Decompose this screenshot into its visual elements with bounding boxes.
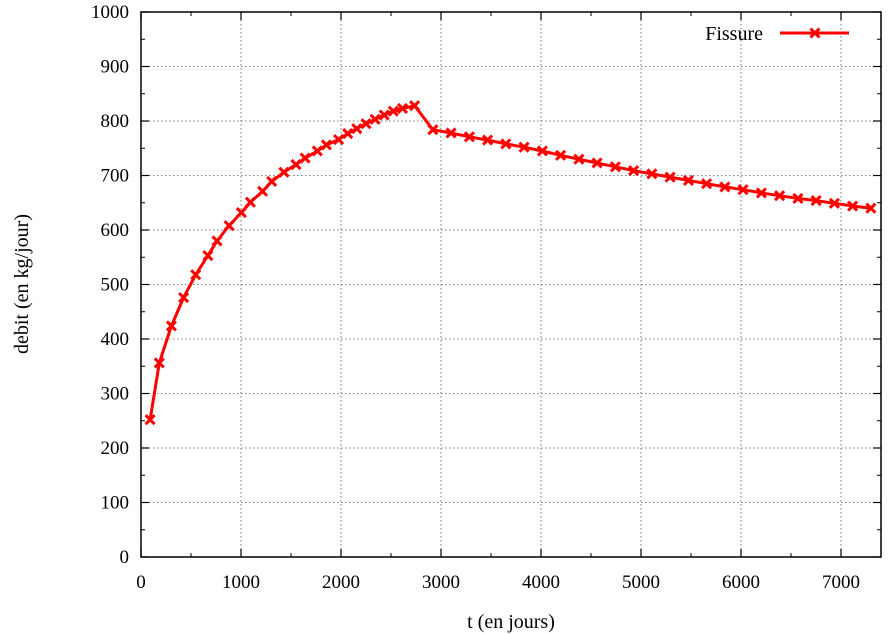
data-point bbox=[278, 166, 290, 178]
data-point bbox=[311, 145, 323, 157]
data-point bbox=[396, 102, 409, 115]
data-point bbox=[828, 197, 840, 209]
y-tick-label: 300 bbox=[101, 384, 130, 405]
series-line bbox=[148, 104, 872, 420]
grid bbox=[141, 12, 881, 557]
data-point bbox=[211, 235, 223, 247]
data-point bbox=[682, 174, 694, 186]
data-point bbox=[387, 105, 399, 117]
data-point bbox=[266, 175, 278, 188]
y-tick-label: 400 bbox=[101, 329, 130, 350]
data-point bbox=[628, 165, 640, 177]
data-point bbox=[445, 127, 457, 139]
y-tick-label: 600 bbox=[101, 220, 130, 241]
data-point bbox=[573, 153, 585, 165]
y-tick-label: 1000 bbox=[91, 2, 129, 23]
data-point bbox=[664, 171, 676, 183]
data-point bbox=[518, 141, 530, 153]
data-point bbox=[378, 109, 390, 121]
y-tick-label: 500 bbox=[101, 275, 130, 296]
data-point bbox=[701, 178, 713, 190]
y-tick-label: 0 bbox=[120, 547, 130, 568]
data-point bbox=[223, 220, 235, 232]
data-point bbox=[360, 118, 372, 130]
data-point bbox=[609, 161, 621, 173]
data-point bbox=[810, 195, 822, 207]
data-point bbox=[165, 320, 177, 332]
x-tick-label: 1000 bbox=[222, 572, 260, 593]
data-point bbox=[482, 134, 494, 146]
data-point bbox=[351, 123, 363, 135]
data-point bbox=[409, 100, 421, 112]
x-tick-label: 4000 bbox=[522, 572, 560, 593]
data-point bbox=[235, 206, 247, 219]
legend-marker-x bbox=[809, 27, 821, 39]
axis-tick-labels: 0 100 200 300 400 500 600 700 800 900 1000 0 1000 200… bbox=[91, 2, 860, 593]
data-point bbox=[153, 357, 165, 369]
data-point bbox=[320, 139, 332, 151]
legend-label: Fissure bbox=[705, 23, 763, 45]
data-point bbox=[591, 157, 603, 169]
y-tick-label: 800 bbox=[101, 111, 130, 132]
data-point bbox=[144, 414, 156, 426]
data-point bbox=[299, 152, 311, 164]
x-tick-label: 6000 bbox=[722, 572, 760, 593]
data-point bbox=[737, 184, 749, 196]
data-point bbox=[290, 159, 302, 171]
data-point bbox=[463, 131, 475, 143]
data-point bbox=[244, 196, 256, 208]
data-point bbox=[202, 250, 214, 262]
data-point bbox=[178, 292, 190, 304]
y-tick-label: 700 bbox=[101, 166, 130, 187]
data-point bbox=[865, 202, 877, 214]
x-tick-label: 3000 bbox=[422, 572, 460, 593]
y-tick-label: 200 bbox=[101, 438, 130, 459]
series-layer bbox=[144, 100, 877, 426]
data-point bbox=[369, 113, 381, 125]
legend: Fissure bbox=[705, 23, 849, 45]
data-point bbox=[555, 149, 567, 161]
x-tick-label: 7000 bbox=[822, 572, 860, 593]
x-axis-label: t (en jours) bbox=[467, 611, 555, 633]
data-point bbox=[342, 127, 354, 140]
x-tick-label: 2000 bbox=[322, 572, 360, 593]
plot-frame bbox=[140, 11, 882, 558]
legend-marker bbox=[809, 27, 821, 39]
data-point bbox=[500, 138, 512, 150]
data-point bbox=[792, 192, 804, 204]
data-point bbox=[847, 200, 859, 212]
data-point bbox=[755, 187, 767, 199]
data-point bbox=[536, 145, 548, 157]
data-point bbox=[190, 269, 202, 281]
x-tick-label: 5000 bbox=[622, 572, 660, 593]
data-point bbox=[257, 185, 269, 197]
data-point bbox=[333, 133, 345, 146]
x-tick-label: 0 bbox=[136, 572, 146, 593]
data-point bbox=[427, 124, 439, 136]
y-axis-label: debit (en kg/jour) bbox=[11, 214, 33, 354]
data-point bbox=[719, 181, 731, 193]
data-point bbox=[646, 168, 658, 180]
y-tick-label: 900 bbox=[101, 57, 130, 78]
data-point bbox=[774, 190, 786, 202]
y-tick-label: 100 bbox=[101, 493, 130, 514]
